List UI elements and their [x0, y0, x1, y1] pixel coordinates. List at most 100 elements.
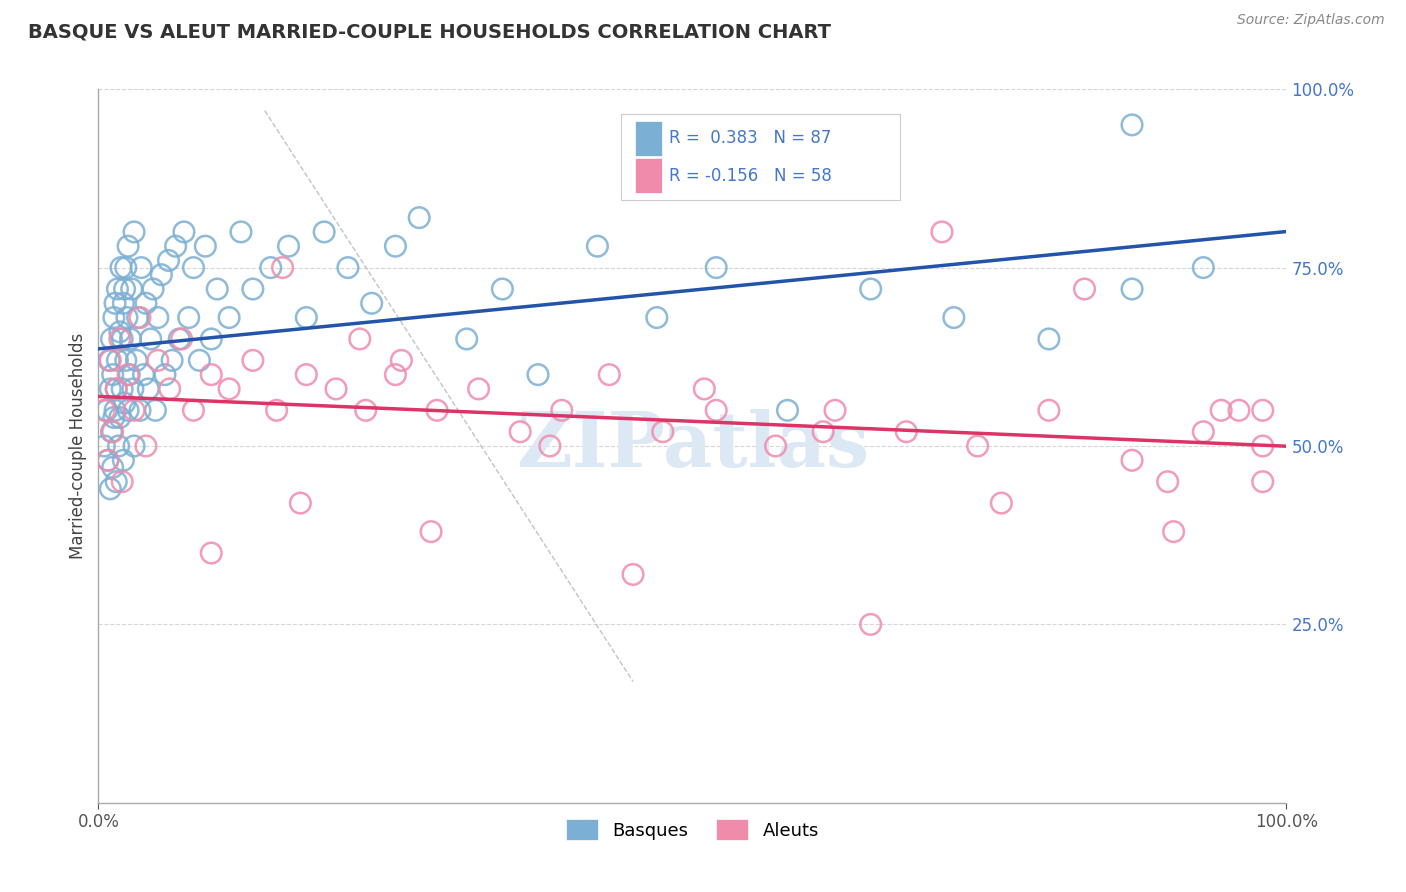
Point	[598, 368, 620, 382]
Point	[107, 282, 129, 296]
Point	[97, 453, 120, 467]
Point	[295, 310, 318, 325]
Point	[115, 310, 138, 325]
Point	[98, 382, 121, 396]
Point	[105, 475, 128, 489]
Point	[1227, 403, 1250, 417]
Point	[966, 439, 988, 453]
Point	[188, 353, 211, 368]
Point	[107, 353, 129, 368]
Point	[146, 353, 169, 368]
Point	[194, 239, 217, 253]
Point	[765, 439, 787, 453]
Point	[183, 403, 205, 417]
Point	[776, 403, 799, 417]
Point	[159, 382, 181, 396]
Point	[931, 225, 953, 239]
Point	[1121, 118, 1143, 132]
Point	[114, 282, 136, 296]
Point	[1038, 403, 1060, 417]
Text: R = -0.156   N = 58: R = -0.156 N = 58	[669, 167, 831, 185]
Text: BASQUE VS ALEUT MARRIED-COUPLE HOUSEHOLDS CORRELATION CHART: BASQUE VS ALEUT MARRIED-COUPLE HOUSEHOLD…	[28, 22, 831, 41]
Y-axis label: Married-couple Households: Married-couple Households	[69, 333, 87, 559]
Point	[135, 296, 157, 310]
Point	[108, 325, 131, 339]
Point	[127, 310, 149, 325]
Text: R =  0.383   N = 87: R = 0.383 N = 87	[669, 129, 831, 147]
Bar	[621, 114, 900, 200]
Point	[98, 353, 121, 368]
Point	[325, 382, 347, 396]
Point	[1038, 332, 1060, 346]
Point	[1073, 282, 1095, 296]
Point	[114, 260, 136, 275]
Point	[942, 310, 965, 325]
Point	[103, 410, 125, 425]
Point	[122, 439, 145, 453]
Point	[1163, 524, 1185, 539]
Point	[586, 239, 609, 253]
Point	[135, 439, 157, 453]
Point	[153, 368, 176, 382]
Point	[1251, 475, 1274, 489]
Point	[1121, 453, 1143, 467]
Point	[621, 567, 644, 582]
Point	[129, 310, 152, 325]
Point	[1251, 439, 1274, 453]
Point	[1211, 403, 1233, 417]
Point	[551, 403, 574, 417]
Point	[112, 453, 135, 467]
Point	[314, 225, 336, 239]
Point	[157, 253, 180, 268]
Point	[360, 296, 382, 310]
Point	[242, 353, 264, 368]
Point	[121, 282, 143, 296]
Point	[111, 332, 134, 346]
Point	[824, 403, 846, 417]
Point	[349, 332, 371, 346]
Point	[101, 460, 124, 475]
Point	[277, 239, 299, 253]
Point	[456, 332, 478, 346]
Point	[104, 403, 127, 417]
Point	[129, 403, 152, 417]
Point	[146, 310, 169, 325]
Point	[1251, 403, 1274, 417]
Legend: Basques, Aleuts: Basques, Aleuts	[558, 812, 827, 847]
Point	[103, 310, 125, 325]
Point	[200, 368, 222, 382]
Point	[811, 425, 834, 439]
Point	[98, 353, 121, 368]
Point	[467, 382, 489, 396]
Point	[139, 332, 162, 346]
Point	[384, 239, 406, 253]
Point	[1192, 425, 1215, 439]
Point	[990, 496, 1012, 510]
Point	[122, 382, 145, 396]
Point	[704, 403, 727, 417]
Point	[1192, 260, 1215, 275]
Point	[896, 425, 918, 439]
Point	[200, 332, 222, 346]
Point	[527, 368, 550, 382]
Point	[693, 382, 716, 396]
Point	[295, 368, 318, 382]
Point	[108, 332, 131, 346]
Point	[170, 332, 193, 346]
Point	[354, 403, 377, 417]
Text: Source: ZipAtlas.com: Source: ZipAtlas.com	[1237, 13, 1385, 28]
Point	[260, 260, 283, 275]
Point	[491, 282, 513, 296]
Point	[117, 403, 139, 417]
Point	[104, 296, 127, 310]
Point	[112, 296, 135, 310]
Point	[101, 368, 124, 382]
Point	[125, 353, 148, 368]
Point	[645, 310, 668, 325]
Point	[98, 482, 121, 496]
Bar	[636, 121, 662, 155]
Point	[859, 282, 882, 296]
Point	[145, 403, 167, 417]
Point	[129, 260, 152, 275]
Point	[100, 425, 122, 439]
